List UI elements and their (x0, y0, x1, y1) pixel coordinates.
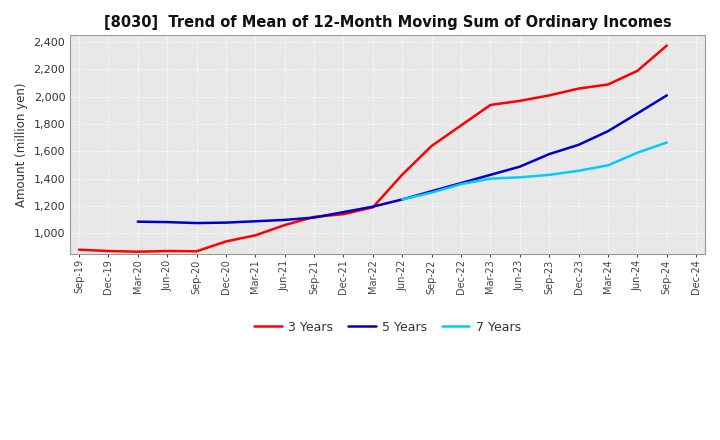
3 Years (192, 249, 201, 254)
3 Years (662, 43, 671, 48)
3 Years (603, 82, 612, 87)
5 Years (133, 219, 142, 224)
Y-axis label: Amount (million yen): Amount (million yen) (15, 82, 28, 207)
5 Years (662, 93, 671, 98)
5 Years (633, 111, 642, 116)
3 Years (428, 143, 436, 149)
5 Years (486, 172, 495, 177)
5 Years (280, 217, 289, 223)
3 Years (310, 214, 318, 220)
7 Years (662, 140, 671, 145)
7 Years (603, 163, 612, 168)
7 Years (456, 181, 465, 187)
3 Years (163, 249, 171, 254)
3 Years (486, 103, 495, 108)
5 Years (310, 215, 318, 220)
Line: 3 Years: 3 Years (79, 46, 667, 252)
7 Years (428, 190, 436, 195)
7 Years (545, 172, 554, 177)
5 Years (545, 151, 554, 157)
3 Years (575, 86, 583, 91)
Line: 5 Years: 5 Years (138, 95, 667, 223)
5 Years (192, 220, 201, 226)
7 Years (486, 176, 495, 181)
3 Years (516, 98, 524, 103)
7 Years (633, 150, 642, 155)
3 Years (339, 212, 348, 217)
5 Years (398, 197, 407, 202)
5 Years (516, 164, 524, 169)
3 Years (222, 239, 230, 244)
5 Years (163, 220, 171, 225)
3 Years (633, 68, 642, 73)
5 Years (369, 204, 377, 209)
Title: [8030]  Trend of Mean of 12-Month Moving Sum of Ordinary Incomes: [8030] Trend of Mean of 12-Month Moving … (104, 15, 672, 30)
5 Years (222, 220, 230, 225)
3 Years (369, 205, 377, 210)
Legend: 3 Years, 5 Years, 7 Years: 3 Years, 5 Years, 7 Years (249, 316, 526, 339)
3 Years (75, 247, 84, 252)
3 Years (133, 249, 142, 254)
3 Years (398, 172, 407, 177)
3 Years (545, 93, 554, 98)
7 Years (516, 175, 524, 180)
Line: 7 Years: 7 Years (402, 143, 667, 199)
5 Years (456, 180, 465, 186)
3 Years (104, 249, 113, 254)
5 Years (575, 142, 583, 147)
5 Years (603, 128, 612, 134)
5 Years (428, 189, 436, 194)
7 Years (575, 168, 583, 173)
5 Years (251, 219, 260, 224)
3 Years (251, 233, 260, 238)
7 Years (398, 197, 407, 202)
3 Years (280, 223, 289, 228)
5 Years (339, 209, 348, 215)
3 Years (456, 123, 465, 128)
